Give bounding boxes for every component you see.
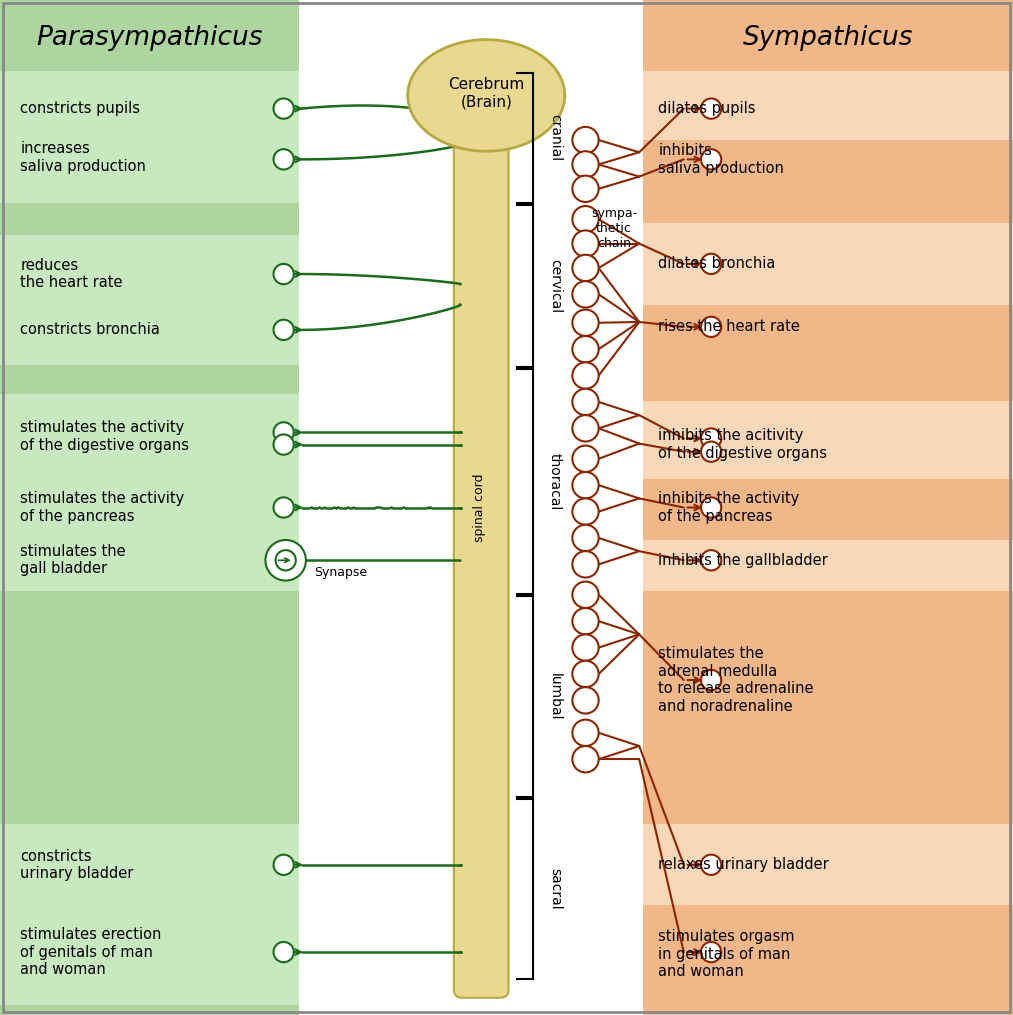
- Bar: [643, 71, 1013, 140]
- Text: Sympathicus: Sympathicus: [743, 24, 913, 51]
- Circle shape: [572, 255, 599, 281]
- Circle shape: [572, 661, 599, 687]
- Circle shape: [701, 428, 721, 449]
- Circle shape: [572, 634, 599, 661]
- Bar: [0, 140, 299, 203]
- Text: lumbal: lumbal: [548, 673, 562, 720]
- Circle shape: [572, 472, 599, 498]
- Circle shape: [572, 310, 599, 336]
- Text: cranial: cranial: [548, 115, 562, 161]
- Ellipse shape: [407, 40, 565, 151]
- Circle shape: [572, 176, 599, 202]
- Text: stimulates the
adrenal medulla
to release adrenaline
and noradrenaline: stimulates the adrenal medulla to releas…: [658, 647, 814, 714]
- Text: stimulates the activity
of the digestive organs: stimulates the activity of the digestive…: [20, 420, 189, 453]
- Text: dilates pupils: dilates pupils: [658, 102, 756, 116]
- Circle shape: [701, 670, 721, 690]
- Text: inhibits
saliva production: inhibits saliva production: [658, 143, 784, 176]
- Circle shape: [572, 206, 599, 232]
- Text: Cerebrum
(Brain): Cerebrum (Brain): [448, 77, 525, 110]
- Circle shape: [572, 281, 599, 308]
- Circle shape: [572, 389, 599, 415]
- Bar: [0, 71, 299, 140]
- Text: constricts pupils: constricts pupils: [20, 102, 140, 116]
- Text: inhibits the activity
of the pancreas: inhibits the activity of the pancreas: [658, 491, 799, 524]
- Circle shape: [701, 317, 721, 337]
- Text: relaxes urinary bladder: relaxes urinary bladder: [658, 858, 830, 872]
- Circle shape: [701, 442, 721, 462]
- Circle shape: [572, 230, 599, 257]
- Text: spinal cord: spinal cord: [473, 473, 485, 542]
- Circle shape: [572, 582, 599, 608]
- Circle shape: [572, 551, 599, 578]
- Bar: [643, 0, 1013, 1015]
- Circle shape: [276, 550, 296, 570]
- Circle shape: [274, 942, 294, 962]
- Circle shape: [572, 498, 599, 525]
- Circle shape: [572, 687, 599, 714]
- Circle shape: [274, 320, 294, 340]
- Bar: [0, 824, 299, 905]
- Text: Synapse: Synapse: [314, 566, 367, 579]
- Bar: [643, 540, 1013, 591]
- Circle shape: [701, 497, 721, 518]
- Circle shape: [274, 855, 294, 875]
- Text: reduces
the heart rate: reduces the heart rate: [20, 258, 123, 290]
- Text: stimulates the activity
of the pancreas: stimulates the activity of the pancreas: [20, 491, 184, 524]
- Text: sympa-
thetic
chain: sympa- thetic chain: [591, 207, 637, 250]
- Circle shape: [274, 98, 294, 119]
- Circle shape: [274, 434, 294, 455]
- Bar: [0, 0, 299, 1015]
- Text: rises the heart rate: rises the heart rate: [658, 320, 800, 334]
- Circle shape: [274, 497, 294, 518]
- Bar: [0, 540, 299, 591]
- Circle shape: [274, 422, 294, 443]
- Text: stimulates orgasm
in genitals of man
and woman: stimulates orgasm in genitals of man and…: [658, 929, 795, 979]
- Text: stimulates the
gall bladder: stimulates the gall bladder: [20, 544, 126, 577]
- Bar: [299, 0, 643, 1015]
- Bar: [643, 223, 1013, 304]
- Circle shape: [572, 151, 599, 178]
- Circle shape: [265, 540, 306, 581]
- Text: cervical: cervical: [548, 259, 562, 314]
- Bar: [0, 905, 299, 1005]
- Bar: [0, 479, 299, 540]
- Circle shape: [701, 855, 721, 875]
- Circle shape: [701, 149, 721, 170]
- Circle shape: [274, 264, 294, 284]
- Text: increases
saliva production: increases saliva production: [20, 141, 146, 174]
- Circle shape: [572, 336, 599, 362]
- Text: thoracal: thoracal: [548, 453, 562, 511]
- Circle shape: [701, 550, 721, 570]
- Circle shape: [572, 720, 599, 746]
- Circle shape: [701, 98, 721, 119]
- Bar: [643, 824, 1013, 905]
- Text: constricts
urinary bladder: constricts urinary bladder: [20, 849, 134, 881]
- Bar: [0, 313, 299, 365]
- Circle shape: [572, 746, 599, 772]
- Circle shape: [572, 525, 599, 551]
- Circle shape: [572, 362, 599, 389]
- Text: Parasympathicus: Parasympathicus: [36, 24, 263, 51]
- Text: dilates bronchia: dilates bronchia: [658, 257, 776, 271]
- Text: sacral: sacral: [548, 868, 562, 910]
- Circle shape: [701, 942, 721, 962]
- Circle shape: [274, 149, 294, 170]
- Bar: [643, 401, 1013, 479]
- Text: constricts bronchia: constricts bronchia: [20, 323, 160, 337]
- Bar: [0, 394, 299, 479]
- FancyBboxPatch shape: [454, 68, 509, 998]
- Circle shape: [701, 254, 721, 274]
- Circle shape: [572, 446, 599, 472]
- Text: stimulates erection
of genitals of man
and woman: stimulates erection of genitals of man a…: [20, 927, 162, 977]
- Bar: [0, 235, 299, 313]
- Circle shape: [572, 415, 599, 442]
- Circle shape: [572, 608, 599, 634]
- Text: inhibits the gallbladder: inhibits the gallbladder: [658, 553, 829, 567]
- Text: inhibits the acitivity
of the digestive organs: inhibits the acitivity of the digestive …: [658, 428, 828, 461]
- Circle shape: [572, 127, 599, 153]
